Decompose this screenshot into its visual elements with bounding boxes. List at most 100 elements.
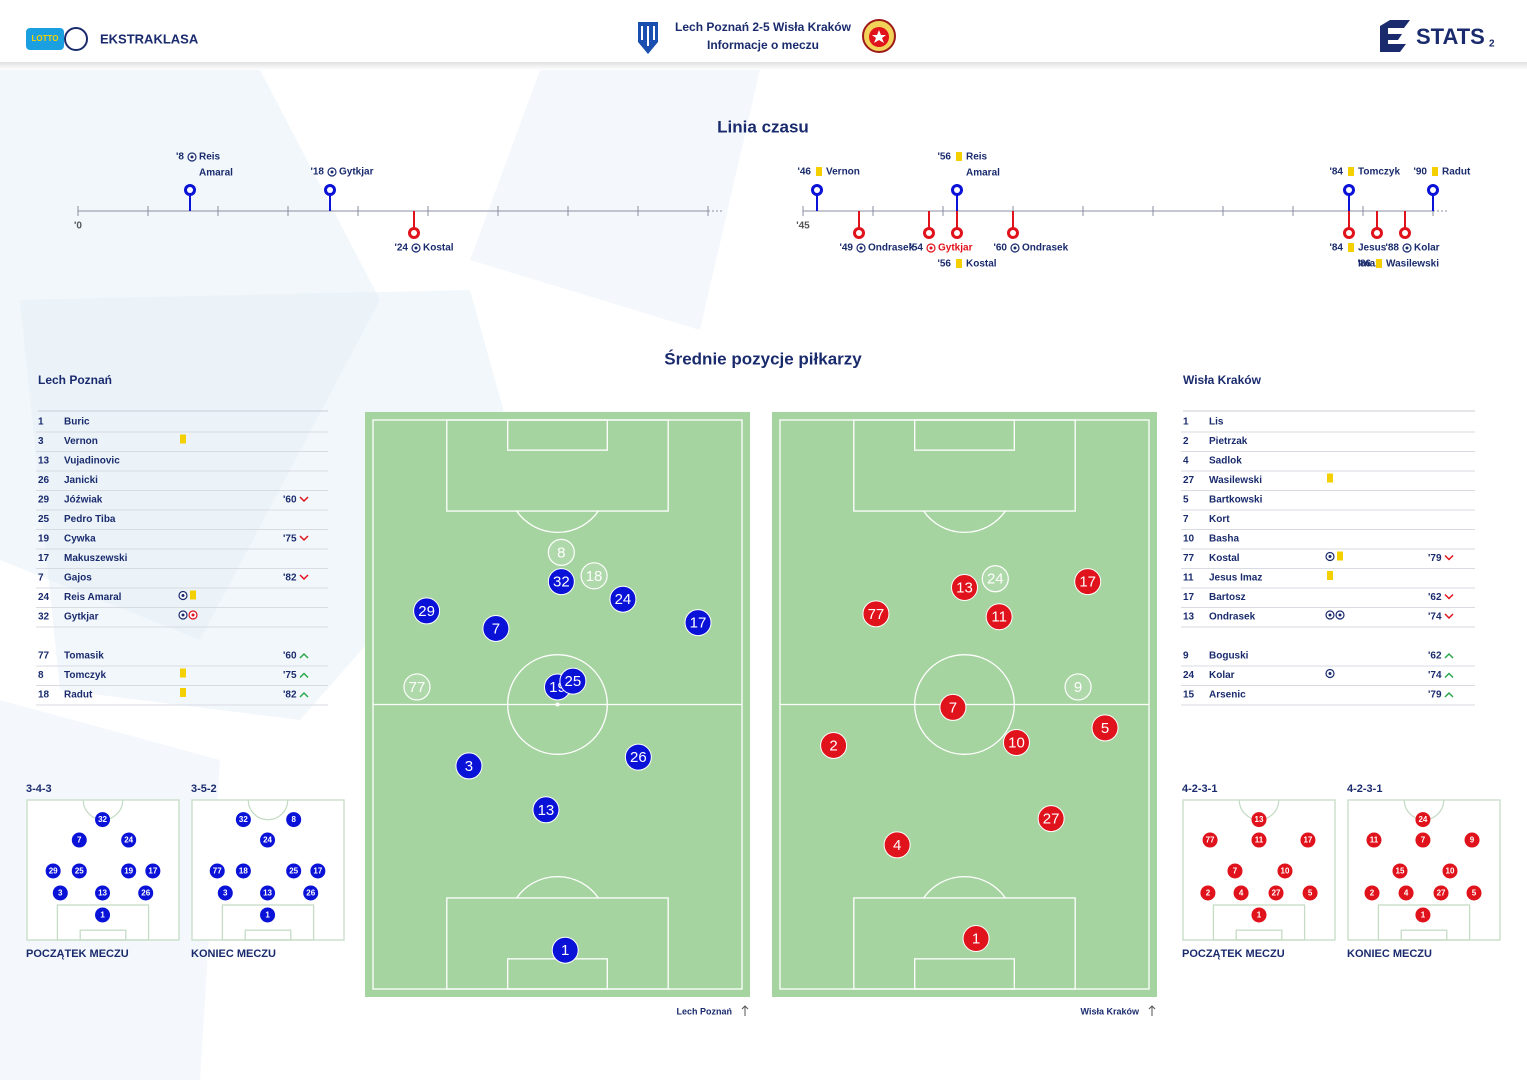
formation-player [1364,885,1380,901]
formation-player-number: 2 [1206,889,1211,898]
average-position [939,693,967,721]
player-name: Kolar [1209,670,1235,681]
timeline-tick-label: '45 [796,221,810,232]
own-goal-icon-dot [929,246,933,250]
formation-player [138,885,154,901]
event-minute: '46 [797,167,811,178]
player-number-label: 26 [630,749,647,766]
player-number-label: 1 [561,942,569,959]
event-player: Gytkjar [339,167,374,178]
formation-player-number: 77 [213,867,222,876]
formation-player [95,812,111,828]
formation-player-number: 77 [1206,836,1215,845]
event-player: Gytkjar [938,243,973,254]
goal-icon-dot [1338,613,1342,617]
sub-minute: '74 [1428,612,1442,623]
brand: STATS [1416,24,1485,49]
player-number-label: 4 [893,837,901,854]
event-minute: '56 [937,259,951,270]
player-number: 1 [38,417,44,428]
formation-player-number: 27 [1437,889,1446,898]
formation-player [286,863,302,879]
formation-player [1464,832,1480,848]
yellow-card-icon [956,259,962,268]
average-position [1074,568,1102,596]
pitch-line [507,654,608,755]
sub-arrow [1444,672,1454,679]
formation-name: 3-4-3 [26,783,52,795]
positions-title: Średnie pozycje piłkarzy [664,349,862,368]
formation-player-number: 26 [306,889,315,898]
goal-icon-dot [181,594,185,597]
formation-player [1466,885,1482,901]
sponsor: LOTTO [32,34,59,43]
event-player: Amaral [966,168,1000,179]
own-goal-icon-dot [191,613,195,617]
sub-arrow [299,496,309,503]
player-name: Wasilewski [1209,475,1262,486]
pitch-line [507,419,608,451]
player-number: 1 [1183,417,1189,428]
formation-player-number: 18 [239,867,248,876]
player-name: Buric [64,417,90,428]
event-minute: '88 [1385,243,1399,254]
mini-pitch-line [247,799,289,821]
formation-caption: KONIEC MECZU [191,948,276,960]
player-name: Reis Amaral [64,592,122,603]
average-position [1002,729,1030,757]
formation-player [52,885,68,901]
formation-player [145,863,161,879]
timeline-tick-label: '0 [74,221,82,232]
formation-player [1202,832,1218,848]
event-minute: '84 [1329,167,1343,178]
sub-average-position [981,565,1009,593]
formation-player [121,863,137,879]
player-number-label: 17 [1079,574,1096,591]
pitch-line [923,510,1006,533]
player-number: 17 [38,553,50,564]
player-number: 2 [1183,436,1189,447]
formation-player-number: 7 [1233,867,1238,876]
event-pin-center [1374,230,1380,236]
average-position [559,667,587,695]
event-player: Kolar [1414,243,1440,254]
home-crest [638,22,658,54]
goal-icon-dot [1328,613,1332,617]
player-number-label: 13 [538,802,555,819]
sub-minute: '60 [283,651,297,662]
player-number: 77 [38,651,50,662]
player-number-label: 27 [1043,811,1060,828]
team-name: Lech Poznań [38,373,112,387]
average-position [413,597,441,625]
event-pin-center [411,230,417,236]
event-player: Reis [199,152,221,163]
formation-name: 4-2-3-1 [1347,783,1382,795]
player-number-label: 24 [615,591,632,608]
sub-arrow [1444,691,1454,698]
sub-arrow [299,535,309,542]
formation-player [260,832,276,848]
player-number-label: 10 [1008,734,1025,751]
formation-player [1251,907,1267,923]
player-number-label: 77 [409,679,426,696]
mini-pitch-line [1400,929,1448,941]
formation-player-number: 10 [1281,867,1290,876]
player-number: 9 [1183,651,1189,662]
sub-arrow [299,652,309,659]
goal-icon-dot [190,155,194,159]
player-name: Bartkowski [1209,495,1263,506]
player-number-label: 5 [1101,720,1109,737]
formation-player-number: 19 [124,867,133,876]
player-name: Kostal [1209,553,1240,564]
event-minute: '60 [993,243,1007,254]
yellow-card-icon [190,590,196,600]
event-minute: '84 [1329,243,1343,254]
league-logo: LOTTO EKSTRAKLASA [26,27,199,51]
goal-icon-dot [1405,246,1409,250]
player-name: Tomczyk [64,670,106,681]
average-position [455,752,483,780]
sub-arrow [299,574,309,581]
page-number: 2 [1489,39,1495,50]
formation-player [1200,885,1216,901]
